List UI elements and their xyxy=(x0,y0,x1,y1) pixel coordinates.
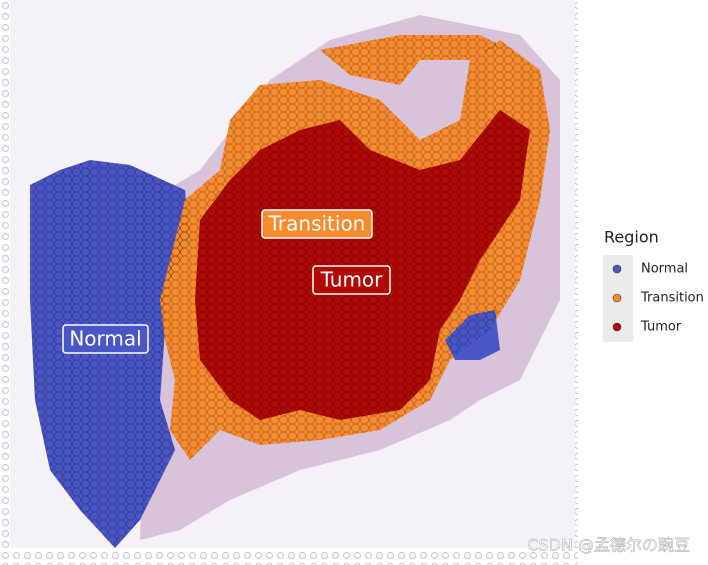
annotation: Tumor xyxy=(312,265,391,295)
legend-title: Region xyxy=(604,228,659,247)
legend-label: Normal xyxy=(641,262,688,277)
legend-key xyxy=(612,293,622,303)
legend-label: Transition xyxy=(640,291,704,306)
watermark: CSDN @孟德尔の豌豆 xyxy=(527,536,690,555)
label-text: Tumor xyxy=(320,268,384,292)
spot-texture xyxy=(30,160,190,548)
label-box xyxy=(261,209,373,239)
label-box xyxy=(312,265,391,295)
legend-key xyxy=(612,322,622,332)
legend-label: Tumor xyxy=(640,320,682,335)
label-text: Normal xyxy=(69,327,141,351)
annotation: Normal xyxy=(62,324,149,354)
legend: Region Normal Transition Tumor xyxy=(603,228,704,342)
spot-texture xyxy=(320,35,500,85)
hex-overlay xyxy=(30,35,550,548)
spot-texture xyxy=(160,40,550,460)
label-box xyxy=(62,324,149,354)
annotation: Transition xyxy=(261,209,373,239)
legend-key xyxy=(612,264,622,274)
label-text: Transition xyxy=(268,212,366,236)
